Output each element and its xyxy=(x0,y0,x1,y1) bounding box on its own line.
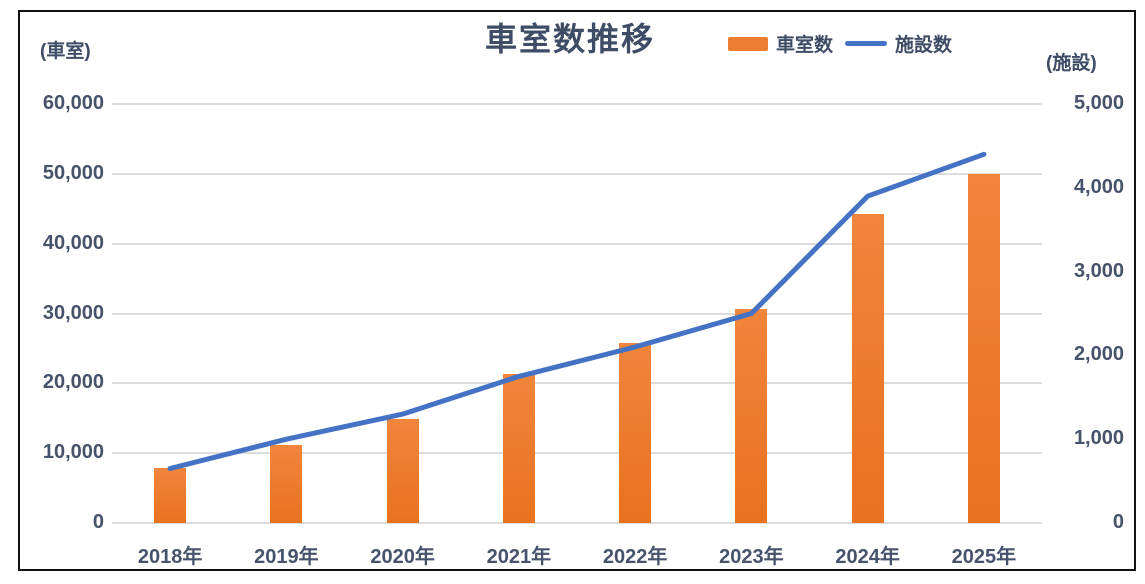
right-axis-tick: 2,000 xyxy=(1073,343,1124,366)
right-axis-tick: 1,000 xyxy=(1073,427,1124,450)
gridline xyxy=(112,312,1042,315)
bar-2025年 xyxy=(967,173,1000,523)
x-axis-label: 2025年 xyxy=(951,546,1017,568)
x-axis-baseline xyxy=(112,522,1042,524)
right-axis-tick: 0 xyxy=(1112,511,1124,533)
gridline xyxy=(112,172,1042,175)
x-axis-label: 2018年 xyxy=(137,546,203,568)
gridline xyxy=(112,103,1042,105)
left-axis-tick: 10,000 xyxy=(42,441,104,464)
legend-item-bars: 車室数 xyxy=(728,30,833,57)
right-axis-tick: 5,000 xyxy=(1073,92,1124,114)
gridline xyxy=(112,242,1042,245)
right-axis-tick: 3,000 xyxy=(1073,259,1124,282)
bar-2022年 xyxy=(619,342,652,523)
left-axis-tick: 50,000 xyxy=(42,161,104,184)
legend: 車室数 施設数 xyxy=(728,30,952,57)
facility-count-line xyxy=(167,151,987,471)
bar-2019年 xyxy=(270,445,303,523)
chart-title: 車室数推移 xyxy=(484,21,655,57)
legend-item-line: 施設数 xyxy=(845,30,952,57)
left-axis-unit-label: (車室) xyxy=(40,41,91,62)
x-axis-label: 2021年 xyxy=(486,546,552,568)
bar-2021年 xyxy=(502,373,535,523)
line-swatch-icon xyxy=(845,41,888,46)
right-axis-unit-label: (施設) xyxy=(1046,53,1097,74)
bar-swatch-icon xyxy=(728,36,768,51)
bar-2023年 xyxy=(735,308,768,523)
bar-2018年 xyxy=(154,467,187,523)
right-axis-tick: 4,000 xyxy=(1073,175,1124,198)
left-axis-tick: 20,000 xyxy=(42,371,104,394)
x-axis-label: 2019年 xyxy=(254,546,319,568)
legend-label-line: 施設数 xyxy=(895,35,953,56)
left-axis-tick: 60,000 xyxy=(42,92,104,114)
legend-label-bars: 車室数 xyxy=(776,35,834,56)
x-axis-label: 2023年 xyxy=(719,546,784,568)
left-axis-tick: 0 xyxy=(92,511,104,533)
left-axis-tick: 30,000 xyxy=(42,301,104,324)
gridline xyxy=(112,452,1042,455)
gridline xyxy=(112,382,1042,385)
bar-2020年 xyxy=(386,418,419,523)
plot-area xyxy=(112,103,1042,524)
x-axis-label: 2020年 xyxy=(370,546,435,568)
x-axis-label: 2022年 xyxy=(602,546,668,568)
left-axis-tick: 40,000 xyxy=(42,231,104,254)
x-axis-label: 2024年 xyxy=(835,546,900,568)
bar-2024年 xyxy=(851,214,884,523)
